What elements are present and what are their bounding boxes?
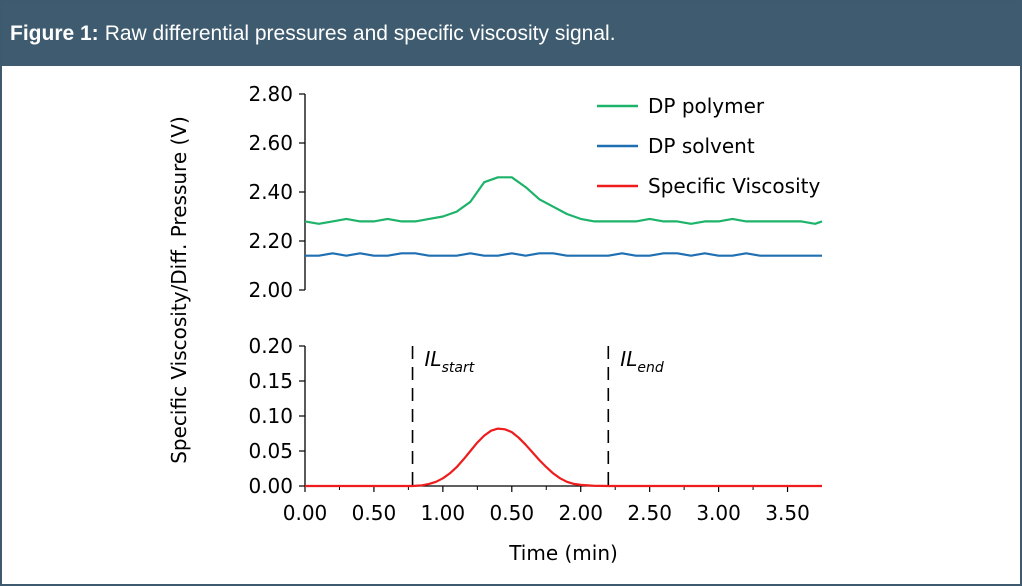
il-start-label: ILstart [425, 347, 475, 376]
x-tick-label: 1.00 [421, 501, 466, 525]
bottom-y-tick-label: 0.15 [248, 369, 293, 393]
bottom-y-tick-label: 0.10 [248, 404, 293, 428]
il-end-label: ILend [620, 347, 664, 376]
x-axis-label: Time (min) [508, 541, 618, 565]
figure-caption-bar: Figure 1: Raw differential pressures and… [2, 2, 1020, 66]
dp-polymer-line [304, 176, 823, 225]
legend-label: DP solvent [648, 134, 755, 158]
y-axis-label: Specific Viscosity/Diff. Pressure (V) [167, 116, 191, 464]
top-y-tick-label: 2.00 [248, 278, 293, 302]
x-tick-label: 3.50 [765, 501, 810, 525]
dp-solvent-line [305, 252, 822, 257]
legend-label: DP polymer [648, 94, 765, 118]
x-tick-label: 0.00 [283, 501, 328, 525]
legend-label: Specific Viscosity [648, 174, 820, 198]
bottom-y-tick-label: 0.05 [248, 439, 293, 463]
x-tick-label: 0.50 [490, 501, 535, 525]
bottom-y-tick-label: 0.20 [248, 334, 293, 358]
specific-viscosity-line [305, 427, 822, 488]
x-tick-label: 0.50 [352, 501, 397, 525]
top-y-tick-label: 2.80 [248, 82, 293, 106]
figure-caption: Raw differential pressures and specific … [104, 22, 616, 45]
top-y-tick-label: 2.20 [248, 229, 293, 253]
bottom-y-tick-label: 0.00 [248, 474, 293, 498]
x-tick-label: 2.50 [627, 501, 672, 525]
x-tick-label: 3.00 [696, 501, 741, 525]
x-tick-label: 2.00 [558, 501, 603, 525]
top-y-tick-label: 2.60 [248, 131, 293, 155]
figure-label: Figure 1: [10, 22, 99, 45]
top-y-tick-label: 2.40 [248, 180, 293, 204]
